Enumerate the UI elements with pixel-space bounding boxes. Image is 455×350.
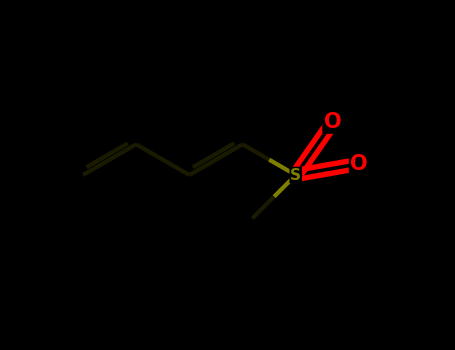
Text: S: S — [290, 168, 301, 182]
Text: O: O — [324, 112, 342, 132]
Text: O: O — [350, 154, 368, 174]
